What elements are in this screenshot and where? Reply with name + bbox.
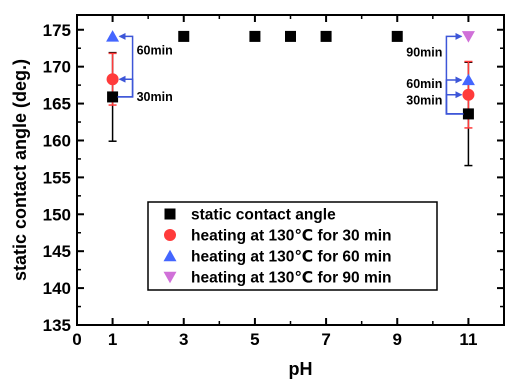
x-tick-label: 1 [108,330,117,349]
y-tick-label: 155 [43,168,71,187]
y-tick-label: 170 [43,58,71,77]
data-point-triangle-down [461,31,475,43]
annotation-label: 30min [137,90,173,104]
data-layer [106,30,475,167]
data-point-circle [106,73,119,86]
legend: static contact angle heating at 130℃ for … [147,201,438,291]
annotation-layer: 60min 30min 90min 60min 30min [117,32,464,115]
x-tick-label: 3 [179,330,188,349]
y-tick-label: 165 [43,95,71,114]
y-tick-label: 150 [43,205,71,224]
legend-box [147,201,438,291]
x-axis-title: pH [289,359,313,379]
y-tick-label: 135 [43,316,71,335]
annotation-arrow [445,32,464,115]
data-point-triangle-up [461,73,475,86]
annotation-arrow [117,32,134,98]
data-point-triangle-up [106,30,120,42]
annotation-arrow [117,75,134,98]
legend-marker-circle [164,229,176,241]
annotation-label: 60min [406,77,442,91]
data-point-square [285,30,296,42]
annotation-arrow [445,91,464,115]
data-point-square [391,30,403,42]
y-tick-label: 175 [43,21,71,40]
legend-marker-triangle-down [163,271,177,284]
data-point-square [249,30,261,42]
legend-entry-label: heating at 130℃ for 60 min [191,249,392,266]
data-point-square [178,30,190,42]
plot-area: 0 1 3 5 7 9 11135140145150155160165170175pHsta… [10,14,505,379]
legend-marker-triangle-up [163,249,177,262]
y-tick-label: 145 [43,242,71,261]
annotation-label: 60min [137,43,173,57]
y-tick-label: 140 [43,279,71,298]
annotation-label: 30min [406,94,442,108]
x-tick-label: 7 [321,330,330,349]
x-tick-label: 9 [393,330,402,349]
x-tick-label: 0 [72,330,81,349]
legend-marker-square [164,208,176,220]
legend-entry-label: heating at 130℃ for 90 min [191,270,392,287]
data-point-circle [462,88,475,101]
data-point-square [107,91,119,103]
y-tick-label: 160 [43,131,71,150]
legend-entry-label: static contact angle [191,207,336,224]
legend-entry-label: heating at 130℃ for 30 min [191,228,392,245]
annotation-arrow [445,76,464,115]
y-axis-title: static contact angle (deg.) [10,59,30,281]
annotation-label: 90min [406,45,442,59]
data-point-square [462,108,474,120]
x-tick-label: 11 [459,330,477,349]
x-tick-label: 5 [250,330,259,349]
data-point-square [320,30,332,42]
